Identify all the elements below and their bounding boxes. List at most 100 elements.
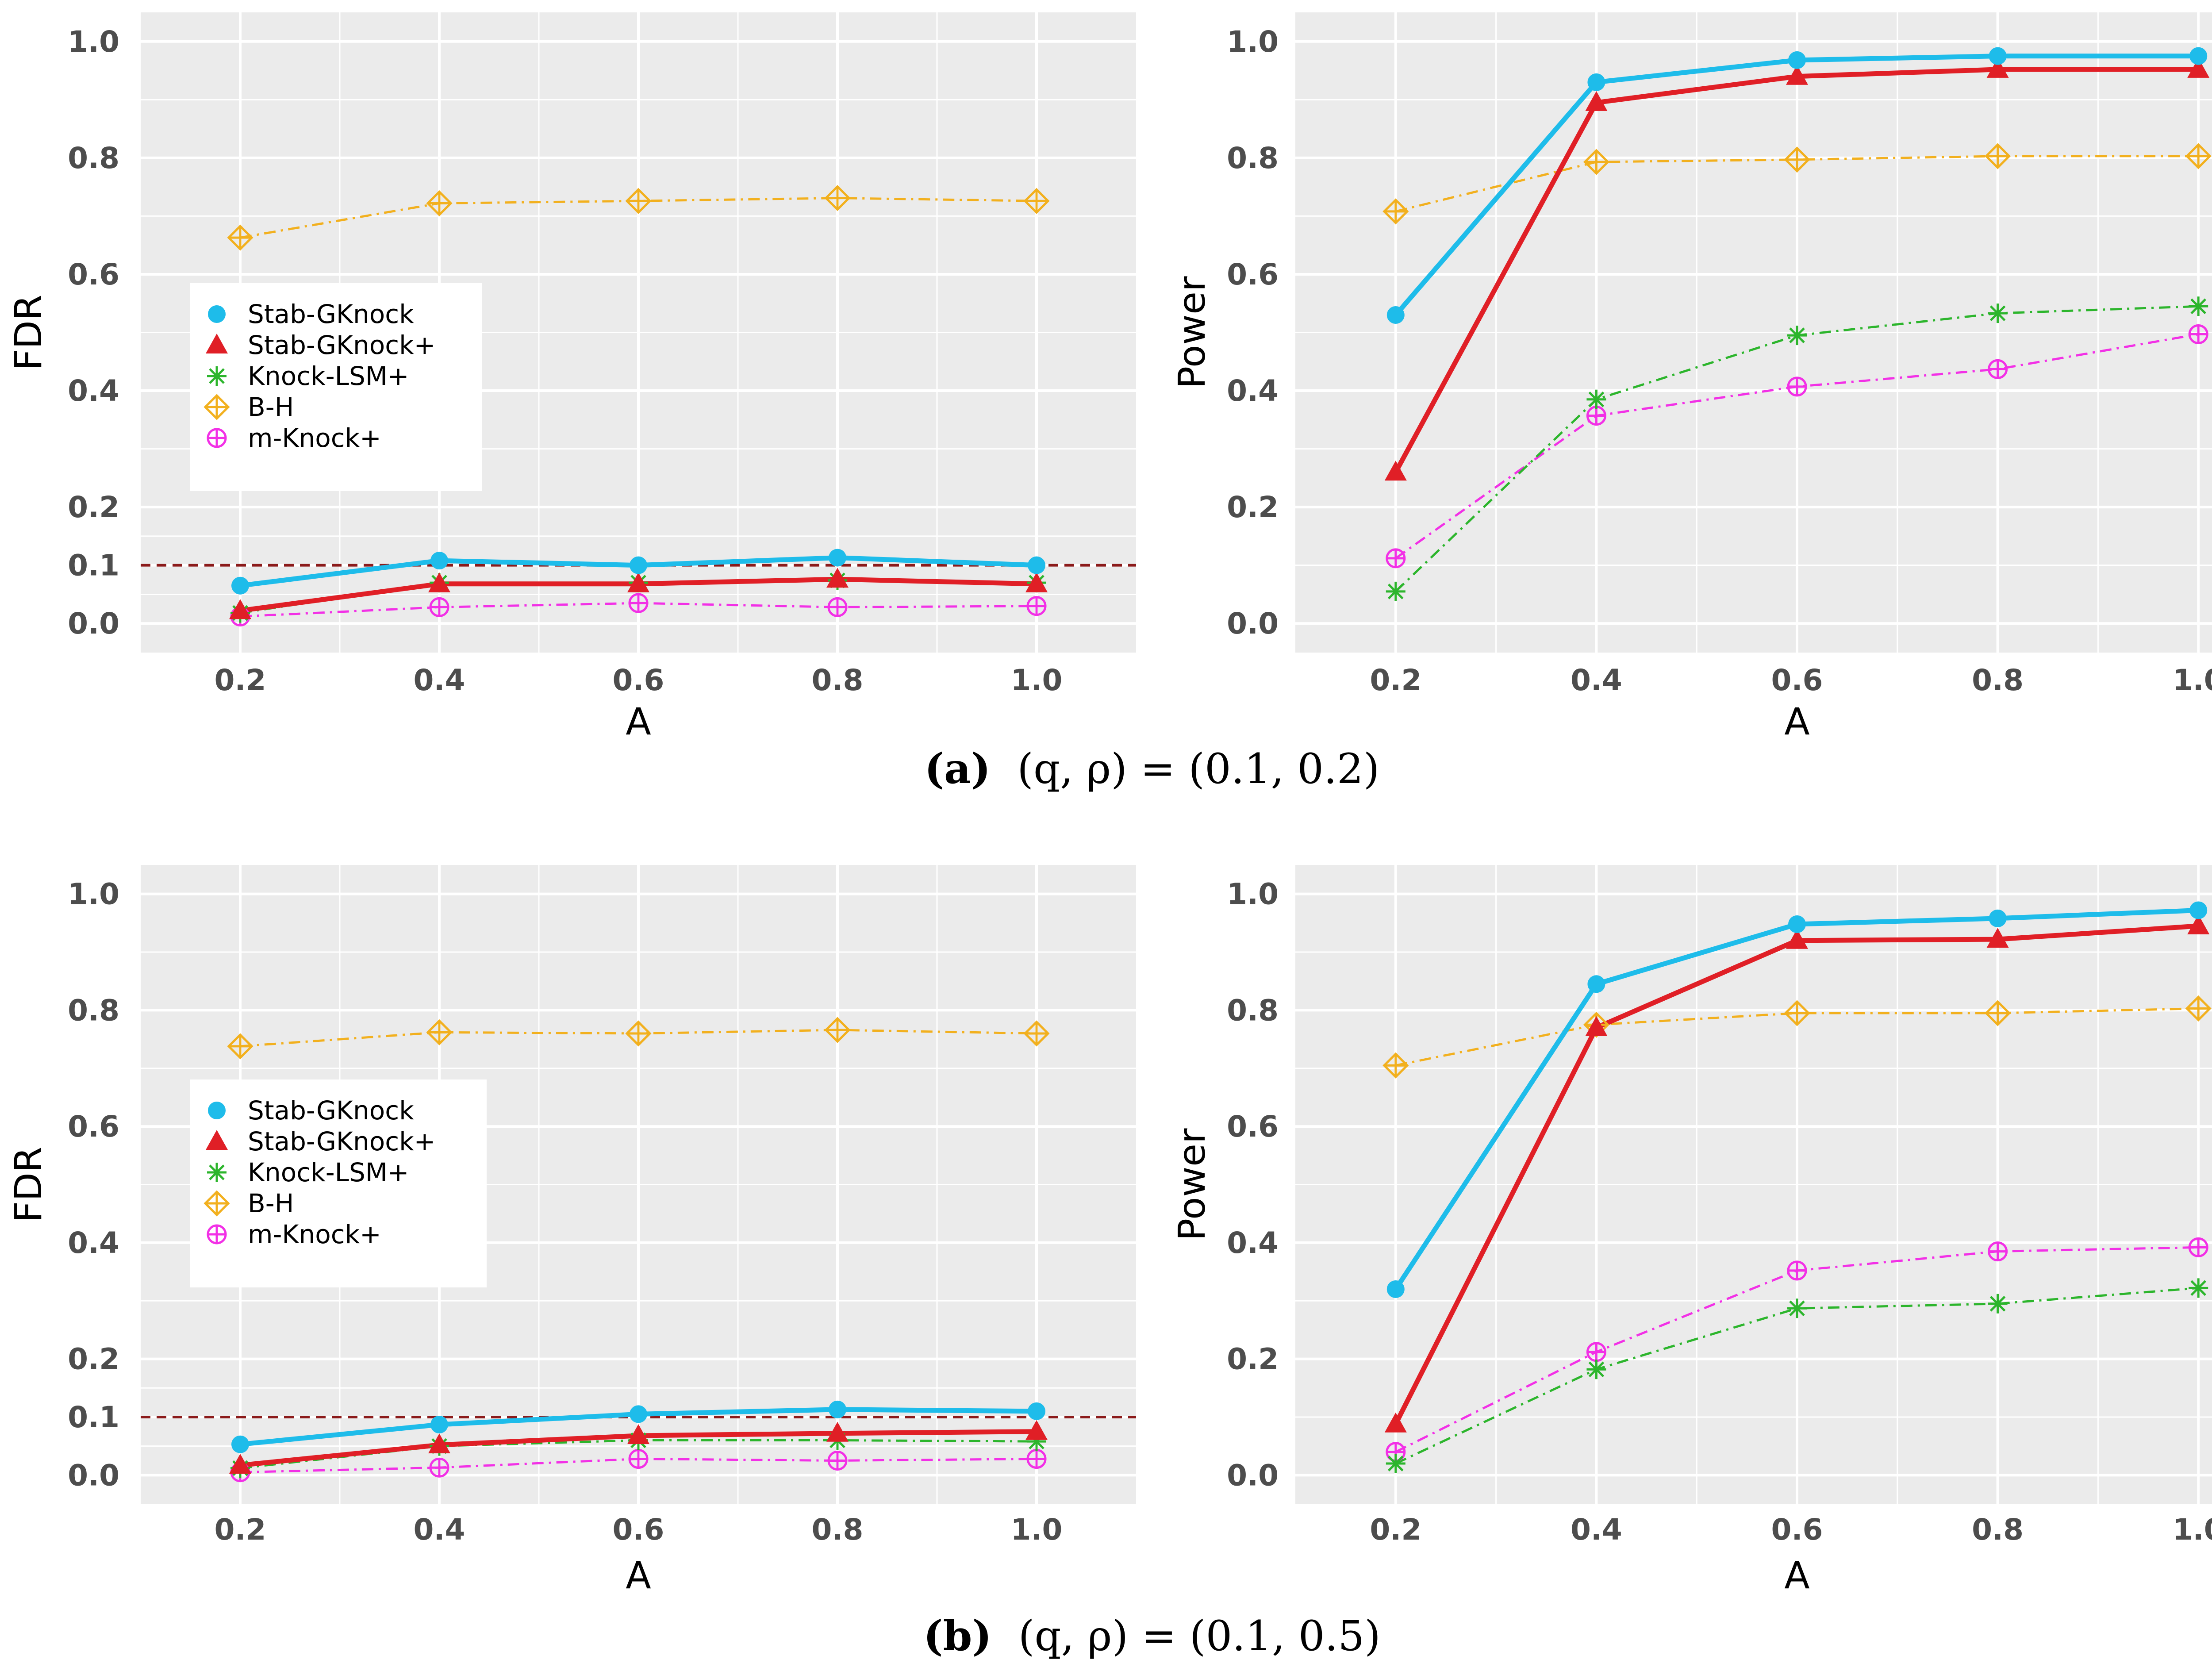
a-power-y-tick-label: 0.2: [1227, 490, 1279, 524]
b-fdr-point-stab-gknock-shape: [829, 1400, 846, 1418]
a-fdr-point-m-knock-plus: [1026, 596, 1047, 616]
caption-a-math: (q, ρ) = (0.1, 0.2): [1017, 745, 1379, 793]
a-fdr-point-stab-gknock-shape: [430, 552, 448, 570]
b-fdr-legend-key-stab-gknock: [208, 1102, 226, 1119]
b-fdr-legend-key-b-h: [204, 1190, 230, 1217]
a-power-point-stab-gknock-shape: [1587, 73, 1605, 91]
a-fdr-point-stab-gknock-plus-shape: [627, 572, 649, 592]
a-fdr-legend-label-stab-gknock: Stab-GKnock: [248, 299, 414, 329]
a-fdr-point-stab-gknock-plus: [428, 572, 450, 592]
b-fdr-point-b-h: [426, 1019, 453, 1045]
b-fdr-point-m-knock-plus: [1026, 1449, 1047, 1469]
b-power-point-knock-lsm-plus: [1787, 1298, 1807, 1318]
b-power-point-knock-lsm-plus: [1386, 1454, 1406, 1474]
b-fdr-point-stab-gknock-shape: [231, 1435, 249, 1453]
a-fdr-y-axis-title: FDR: [7, 295, 50, 370]
b-fdr-point-stab-gknock: [1028, 1402, 1045, 1420]
a-fdr-x-tick-label: 0.2: [215, 663, 266, 697]
b-fdr-y-axis-title: FDR: [7, 1147, 50, 1222]
a-power-point-knock-lsm-plus: [1787, 326, 1807, 346]
a-power-y-tick-label: 0.6: [1227, 257, 1279, 292]
b-fdr-point-stab-gknock-plus-shape: [826, 1421, 849, 1442]
a-fdr-y-tick-label: 0.1: [68, 549, 119, 583]
b-power-point-stab-gknock: [1587, 975, 1605, 993]
b-power-point-stab-gknock: [2189, 901, 2208, 919]
b-power-point-stab-gknock-shape: [1788, 915, 1806, 933]
b-fdr-point-stab-gknock-plus: [1025, 1420, 1048, 1440]
a-power-point-m-knock-plus: [1787, 376, 1807, 397]
a-fdr-legend: Stab-GKnockStab-GKnock+Knock-LSM+B-Hm-Kn…: [190, 283, 482, 491]
panel-b-power: 0.2 0.4 0.6 0.8 1.0 0.0 0.2 0.4 0.6 0.8 1.0 A Power: [1170, 865, 2212, 1597]
b-fdr-legend-key-stab-gknock-plus: [206, 1130, 228, 1150]
b-power-point-stab-gknock-shape: [2189, 901, 2208, 919]
a-fdr-legend-key-m-knock-plus: [207, 428, 227, 448]
a-power-point-knock-lsm-plus-stroke-d2: [1388, 584, 1404, 599]
b-power-point-b-h: [1985, 1000, 2011, 1026]
b-fdr-x-tick-label: 0.8: [812, 1513, 864, 1547]
b-power-point-b-h: [2185, 995, 2212, 1022]
b-power-x-tick-label: 0.4: [1571, 1513, 1622, 1547]
a-power-point-stab-gknock-plus: [1986, 58, 2009, 78]
b-power-point-knock-lsm-plus-stroke-d2: [1388, 1456, 1404, 1471]
caption-a: (a) (q, ρ) = (0.1, 0.2): [925, 745, 1380, 793]
b-fdr-point-stab-gknock-plus: [826, 1421, 849, 1442]
b-fdr-point-stab-gknock: [630, 1405, 647, 1423]
b-fdr-point-b-h: [824, 1017, 851, 1043]
a-power-point-stab-gknock-plus-shape: [2187, 58, 2210, 78]
a-power-x-tick-label: 0.2: [1370, 663, 1421, 697]
b-fdr-point-b-h: [1023, 1020, 1050, 1047]
a-power-point-stab-gknock-plus: [1585, 91, 1608, 111]
a-fdr-legend-box: [190, 283, 482, 491]
caption-b: (b) (q, ρ) = (0.1, 0.5): [923, 1612, 1381, 1660]
b-fdr-point-m-knock-plus: [628, 1449, 649, 1469]
a-fdr-point-m-knock-plus: [628, 593, 649, 613]
b-power-x-tick-label: 0.6: [1771, 1513, 1823, 1547]
b-fdr-legend-key-knock-lsm-plus: [207, 1163, 227, 1182]
a-power-point-m-knock-plus: [1386, 548, 1406, 569]
b-fdr-point-stab-gknock-plus: [428, 1433, 450, 1454]
a-fdr-y-tick-label: 0.0: [68, 607, 119, 641]
a-fdr-x-tick-label: 1.0: [1011, 663, 1063, 697]
a-fdr-legend-key-b-h: [204, 394, 230, 420]
a-fdr-y-tick-label: 0.2: [68, 490, 119, 524]
a-fdr-point-stab-gknock-plus: [826, 568, 849, 588]
a-power-point-stab-gknock-plus: [2187, 58, 2210, 78]
b-fdr-point-b-h: [227, 1033, 253, 1060]
b-fdr-point-stab-gknock-shape: [1028, 1402, 1045, 1420]
b-fdr-x-tick-label: 0.2: [215, 1513, 266, 1547]
b-power-x-tick-label: 0.2: [1370, 1513, 1421, 1547]
a-power-point-knock-lsm-plus-stroke-d2: [1588, 392, 1605, 407]
b-power-point-stab-gknock: [1989, 909, 2007, 927]
b-fdr-legend: Stab-GKnockStab-GKnock+Knock-LSM+B-Hm-Kn…: [190, 1079, 487, 1287]
b-fdr-legend-key-stab-gknock-plus-shape: [206, 1130, 228, 1150]
panel-a-power: 0.2 0.4 0.6 0.8 1.0 0.0 0.2 0.4 0.6 0.8 1.0 A Power: [1170, 12, 2212, 743]
b-fdr-y-tick-label: 0.6: [68, 1110, 119, 1144]
b-fdr-point-stab-gknock-plus: [229, 1453, 251, 1474]
b-power-y-tick-label: 0.2: [1227, 1342, 1279, 1376]
a-power-point-knock-lsm-plus: [1988, 303, 2008, 323]
b-power-point-stab-gknock-plus: [1786, 929, 1808, 949]
a-fdr-y-tick-label: 1.0: [68, 25, 119, 59]
a-fdr-legend-label-knock-lsm-plus: Knock-LSM+: [248, 361, 409, 391]
b-fdr-y-tick-label: 0.8: [68, 993, 119, 1027]
a-power-point-stab-gknock-plus-shape: [1986, 58, 2009, 78]
b-fdr-y-tick-label: 0.4: [68, 1226, 119, 1260]
b-power-y-tick-label: 1.0: [1227, 877, 1279, 911]
b-fdr-legend-key-knock-lsm-plus-stroke-d2: [209, 1164, 225, 1180]
a-fdr-point-stab-gknock-plus-shape: [826, 568, 849, 588]
b-power-point-stab-gknock-plus-shape: [1585, 1016, 1608, 1036]
a-power-point-knock-lsm-plus: [1386, 581, 1406, 601]
b-power-point-stab-gknock-plus-shape: [1786, 929, 1808, 949]
a-fdr-y-tick-label: 0.4: [68, 374, 119, 408]
a-fdr-point-stab-gknock: [231, 576, 249, 595]
b-power-point-knock-lsm-plus-stroke-d2: [1588, 1361, 1605, 1378]
a-power-point-stab-gknock-plus-shape: [1384, 461, 1407, 481]
b-fdr-legend-label-knock-lsm-plus: Knock-LSM+: [248, 1157, 409, 1187]
b-fdr-point-m-knock-plus: [429, 1457, 449, 1478]
a-fdr-point-stab-gknock-plus-shape: [229, 599, 251, 619]
a-power-y-tick-label: 0.0: [1227, 607, 1279, 641]
b-power-point-m-knock-plus: [1988, 1241, 2008, 1262]
b-power-point-b-h: [1382, 1052, 1409, 1079]
b-fdr-x-axis-title: A: [626, 1554, 651, 1597]
a-power-point-stab-gknock-plus: [1384, 461, 1407, 481]
